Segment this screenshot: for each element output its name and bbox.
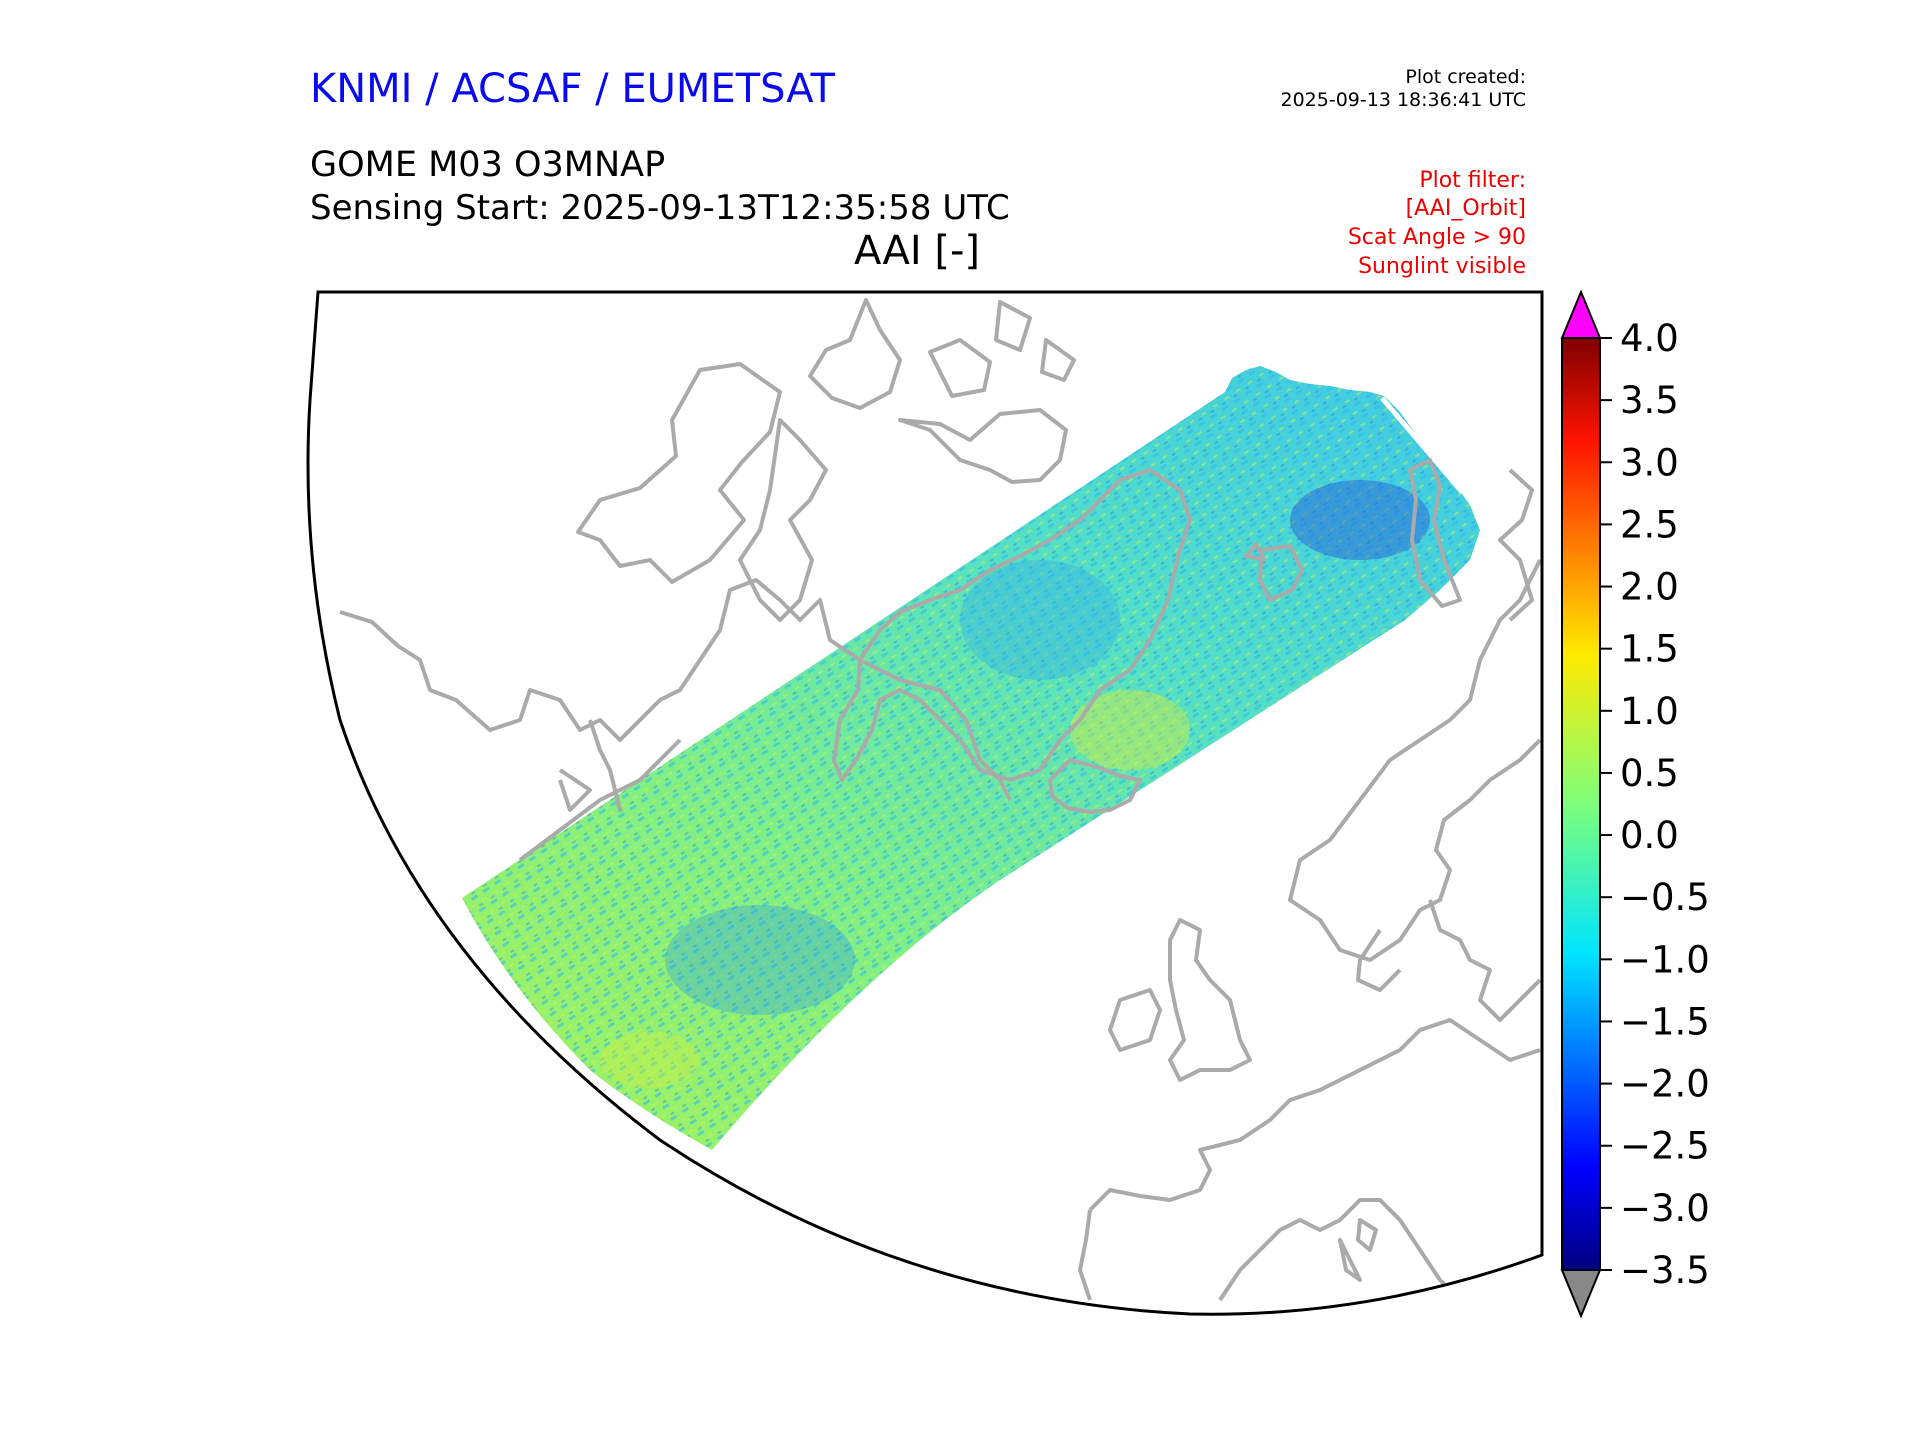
colorbar-tick-label: 1.5	[1620, 628, 1679, 671]
plot-created-label: Plot created:	[1405, 66, 1526, 88]
colorbar-under-arrow	[1560, 1269, 1602, 1319]
aai-low-region	[960, 560, 1120, 680]
colorbar-tick-label: −2.5	[1620, 1125, 1710, 1168]
aai-high-region	[1070, 690, 1190, 770]
filter-line: Sunglint visible	[1358, 254, 1526, 279]
colorbar-tick-label: 2.0	[1620, 566, 1679, 609]
sensing-start: Sensing Start: 2025-09-13T12:35:58 UTC	[310, 188, 1010, 228]
map-frame	[306, 290, 1544, 1316]
colorbar-over-arrow	[1560, 289, 1602, 339]
agency-title: KNMI / ACSAF / EUMETSAT	[310, 66, 835, 112]
colorbar-tick-label: −0.5	[1620, 876, 1710, 919]
filter-line: Plot filter:	[1419, 168, 1526, 193]
colorbar-tick-label: 3.5	[1620, 379, 1679, 422]
product-title: GOME M03 O3MNAP	[310, 145, 666, 185]
aai-low-region	[1290, 480, 1430, 560]
scandinavia-coast	[1288, 559, 1542, 962]
colorbar-body	[1561, 337, 1601, 1271]
iceland-coast	[1048, 758, 1142, 814]
map-title: AAI [-]	[854, 228, 980, 274]
colorbar-tick-label: −1.5	[1620, 1000, 1710, 1043]
colorbar-tick-label: −2.0	[1620, 1063, 1710, 1106]
colorbar-tick-label: 1.0	[1620, 690, 1679, 733]
aai-low-region	[665, 905, 855, 1015]
filter-line: Scat Angle > 90	[1347, 225, 1526, 250]
britain-coast	[1168, 918, 1252, 1082]
aai-high-region	[600, 1032, 700, 1088]
colorbar-tick-label: 0.0	[1620, 814, 1679, 857]
colorbar-tick-label: 2.5	[1620, 503, 1679, 546]
filter-line: [AAI_Orbit]	[1405, 196, 1526, 221]
colorbar-tick-label: 0.5	[1620, 752, 1679, 795]
colorbar-tick-label: −3.5	[1620, 1249, 1710, 1292]
plot-created-time: 2025-09-13 18:36:41 UTC	[1280, 89, 1527, 111]
colorbar-tick-label: −3.0	[1620, 1187, 1710, 1230]
colorbar-tick-label: 3.0	[1620, 441, 1679, 484]
colorbar: 4.0 3.5 3.0 2.5 2.0 1.5 1.0 0.5 0.0 −0.5 −1.0 −1.5 −…	[1560, 289, 1710, 1319]
colorbar-tick-label: −1.0	[1620, 938, 1710, 981]
greenland-coast	[832, 468, 1192, 782]
data-gap	[1380, 396, 1464, 494]
coastlines	[339, 298, 1542, 1302]
colorbar-tick-label: 4.0	[1620, 317, 1679, 360]
